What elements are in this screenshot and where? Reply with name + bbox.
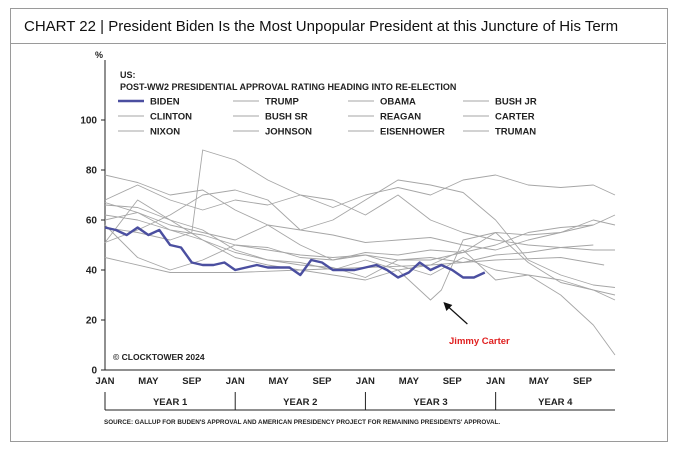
- series-line-bush-jr: [104, 149, 615, 251]
- series-line-eisenhower: [104, 174, 616, 211]
- y-tick-label: 100: [80, 116, 97, 127]
- legend-label: TRUMP: [265, 97, 299, 108]
- chart-frame: [10, 8, 668, 442]
- page-title: CHART 22 | President Biden Is the Most U…: [24, 18, 619, 35]
- header-divider: [10, 43, 666, 44]
- annotation-arrowhead: [443, 302, 453, 311]
- legend-label: JOHNSON: [265, 127, 312, 138]
- legend-label: OBAMA: [380, 97, 416, 108]
- x-tick-label: MAY: [529, 376, 550, 387]
- x-tick-label: MAY: [399, 376, 420, 387]
- x-tick-label: JAN: [226, 376, 245, 387]
- legend-label: REAGAN: [380, 112, 421, 123]
- year-label: YEAR 2: [283, 397, 317, 408]
- legend-label: CARTER: [495, 112, 535, 123]
- copyright-text: © CLOCKTOWER 2024: [113, 352, 205, 362]
- series-line-biden: [104, 226, 486, 279]
- legend-label: CLINTON: [150, 112, 192, 123]
- x-tick-label: SEP: [573, 376, 593, 387]
- x-tick-label: MAY: [138, 376, 159, 387]
- x-tick-label: MAY: [268, 376, 289, 387]
- series-line-nixon: [104, 212, 616, 251]
- legend-label: TRUMAN: [495, 127, 536, 138]
- chart-title-line-2: POST-WW2 PRESIDENTIAL APPROVAL RATING HE…: [120, 82, 456, 92]
- series-line-reagan: [104, 199, 616, 278]
- y-tick-label: 80: [86, 166, 98, 177]
- series-line-johnson: [104, 174, 616, 301]
- series-line-clinton: [104, 224, 594, 271]
- x-tick-label: JAN: [356, 376, 375, 387]
- legend-label: BIDEN: [150, 97, 180, 108]
- x-tick-label: JAN: [486, 376, 505, 387]
- annotation-label: Jimmy Carter: [449, 336, 510, 347]
- x-tick-label: SEP: [182, 376, 202, 387]
- source-note: SOURCE: GALLUP FOR BUDEN'S APPROVAL AND …: [104, 419, 500, 426]
- series-line-truman: [104, 214, 616, 356]
- year-label: YEAR 3: [413, 397, 447, 408]
- y-axis-unit: %: [95, 50, 103, 60]
- x-tick-label: SEP: [313, 376, 333, 387]
- x-tick-label: SEP: [443, 376, 463, 387]
- y-tick-label: 40: [86, 266, 98, 277]
- annotation-arrow: [446, 305, 468, 325]
- y-tick-label: 0: [91, 366, 97, 377]
- chart-title-line-1: US:: [120, 70, 136, 80]
- series-line-carter: [104, 204, 616, 301]
- y-tick-label: 60: [86, 216, 98, 227]
- legend-label: NIXON: [150, 127, 180, 138]
- legend-label: EISENHOWER: [380, 127, 445, 138]
- y-tick-label: 20: [86, 316, 98, 327]
- legend-label: BUSH JR: [495, 97, 537, 108]
- year-label: YEAR 1: [153, 397, 188, 408]
- legend-label: BUSH SR: [265, 112, 308, 123]
- series-line-bush-sr: [104, 179, 616, 288]
- x-tick-label: JAN: [95, 376, 114, 387]
- year-label: YEAR 4: [538, 397, 573, 408]
